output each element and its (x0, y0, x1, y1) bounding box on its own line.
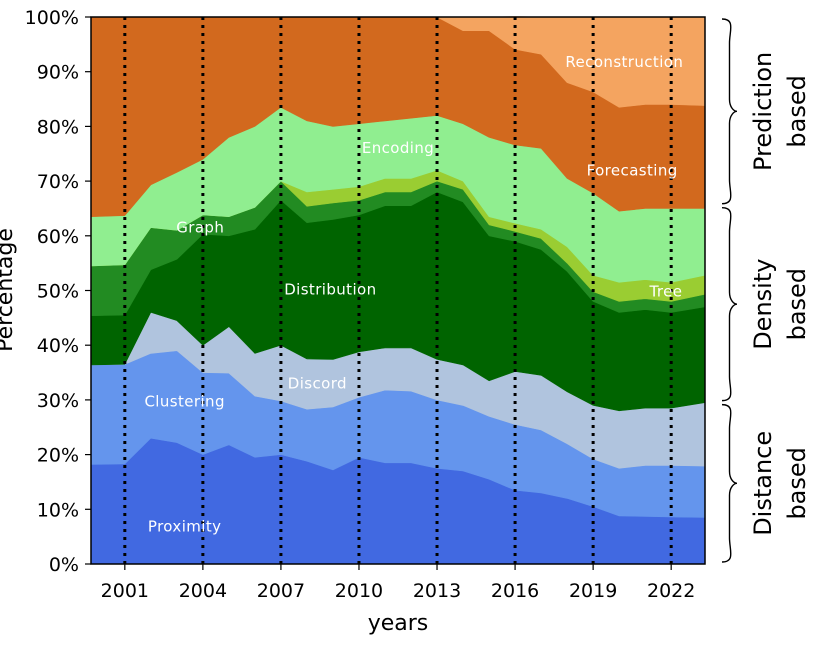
x-axis: 2001 2004 2007 2010 2013 2016 2019 2022 (101, 564, 695, 602)
group-label-prediction-based: based (783, 75, 811, 147)
series-label-graph: Graph (176, 219, 224, 237)
x-tick-label: 2004 (179, 580, 227, 602)
x-tick-label: 2013 (413, 580, 461, 602)
x-tick-label: 2007 (257, 580, 305, 602)
bracket-density (721, 207, 738, 402)
series-label-proximity: Proximity (148, 517, 222, 535)
group-label-density-based: based (783, 268, 811, 340)
y-tick-label: 40% (37, 335, 79, 357)
x-axis-title: years (368, 611, 429, 636)
y-tick-label: 90% (37, 62, 79, 84)
y-tick-label: 80% (37, 116, 79, 138)
series-label-clustering: Clustering (144, 393, 224, 411)
x-tick-label: 2010 (335, 580, 383, 602)
y-axis: 0% 10% 20% 30% 40% 50% 60% 70% 80% 90% 100% (25, 7, 91, 576)
y-axis-title: Percentage (0, 228, 18, 352)
series-labels: Proximity Clustering Discord Distribution Gr… (144, 53, 683, 535)
y-tick-label: 60% (37, 226, 79, 248)
group-label-prediction: Prediction (749, 52, 777, 171)
y-tick-label: 70% (37, 171, 79, 193)
bracket-distance (721, 403, 738, 563)
series-label-discord: Discord (288, 375, 347, 393)
y-tick-label: 30% (37, 390, 79, 412)
y-tick-label: 50% (37, 281, 79, 303)
area-layer (90, 16, 706, 565)
group-label-density: Density (749, 259, 777, 350)
series-label-encoding: Encoding (362, 139, 434, 157)
y-tick-label: 0% (49, 554, 79, 576)
series-label-tree: Tree (649, 282, 683, 300)
y-tick-label: 100% (25, 7, 79, 29)
x-tick-label: 2022 (647, 580, 695, 602)
x-tick-label: 2001 (101, 580, 149, 602)
group-label-distance-based: based (783, 447, 811, 519)
vertical-guide-lines (123, 17, 673, 564)
group-label-distance: Distance (749, 431, 777, 536)
series-label-reconstruction: Reconstruction (565, 53, 683, 71)
y-tick-label: 10% (37, 499, 79, 521)
series-label-forecasting: Forecasting (587, 161, 678, 179)
x-tick-label: 2019 (569, 580, 617, 602)
bracket-prediction (721, 18, 738, 205)
y-tick-label: 20% (37, 445, 79, 467)
series-label-distribution: Distribution (284, 281, 376, 299)
x-tick-label: 2016 (491, 580, 539, 602)
